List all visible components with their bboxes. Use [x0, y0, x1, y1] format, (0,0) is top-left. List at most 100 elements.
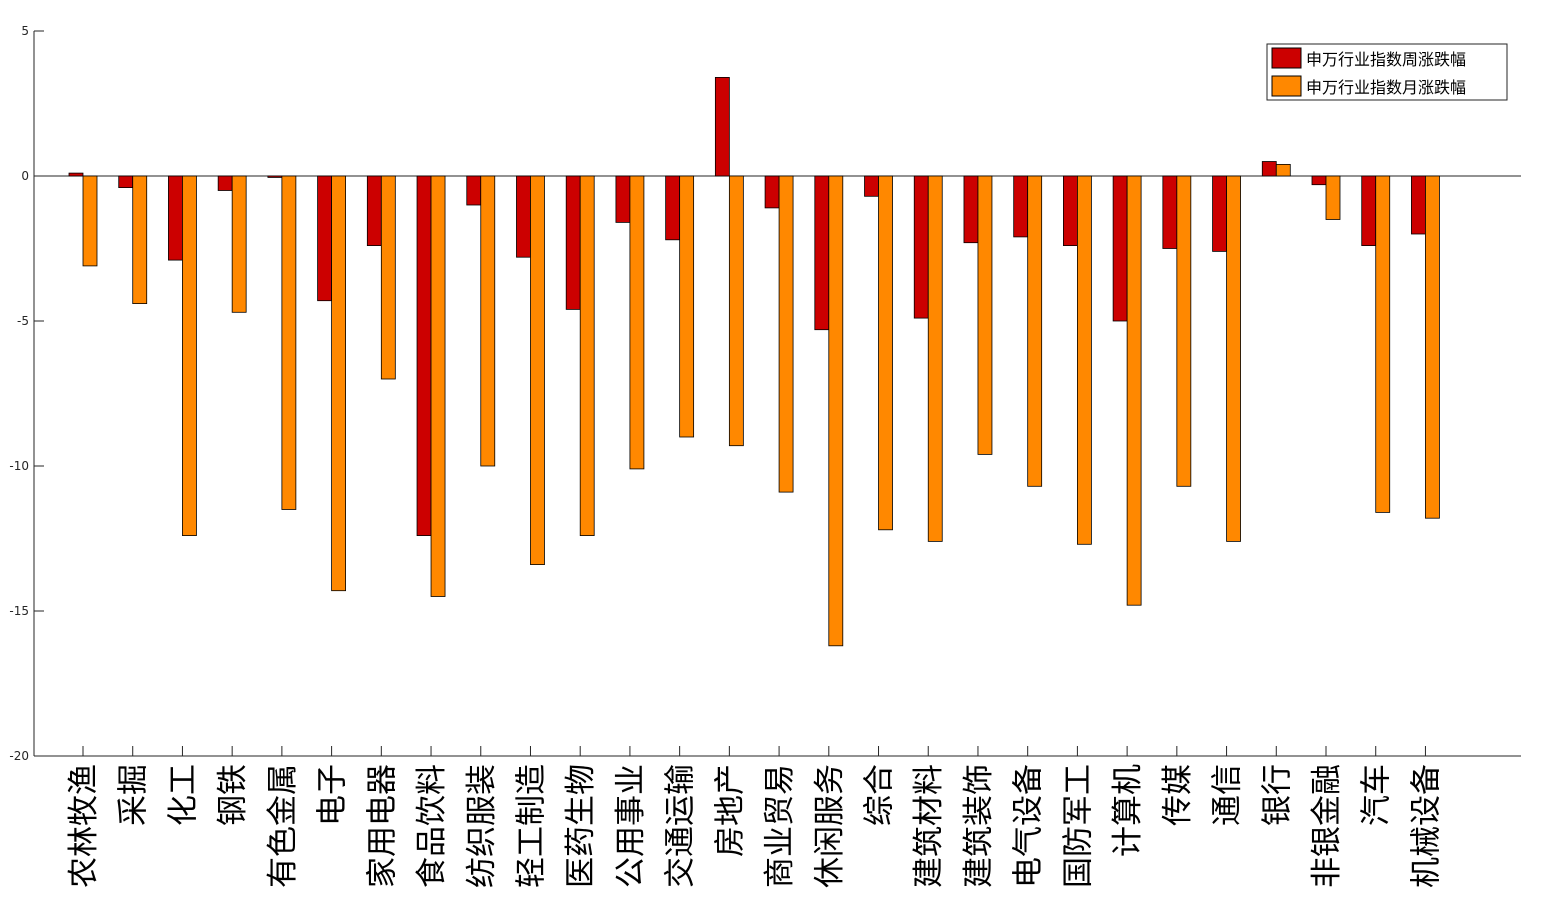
x-category-label: 轻工制造 — [513, 764, 549, 888]
bar-monthly — [132, 175, 148, 304]
bar-weekly — [267, 175, 283, 178]
y-tick-label: -15 — [9, 604, 29, 618]
bar-weekly — [217, 175, 233, 191]
x-category-label: 家用电器 — [364, 764, 400, 888]
bar-monthly — [927, 175, 943, 542]
y-tick-label: -20 — [9, 749, 29, 763]
bar-weekly — [814, 175, 830, 331]
y-tick-label: 0 — [21, 169, 29, 183]
bar-weekly — [665, 175, 681, 241]
x-category-label: 公用事业 — [613, 764, 649, 888]
bar-monthly — [331, 175, 347, 592]
bar-monthly — [679, 175, 695, 438]
bar-monthly — [1375, 175, 1391, 513]
bar-weekly — [317, 175, 333, 302]
legend-swatch-weekly — [1271, 47, 1302, 69]
x-category-label: 有色金属 — [265, 764, 301, 888]
bar-monthly — [1226, 175, 1241, 542]
bar-monthly — [1425, 175, 1440, 519]
bar-weekly — [416, 175, 432, 537]
x-category-label: 银行 — [1259, 764, 1295, 826]
legend-label-weekly: 申万行业指数周涨跌幅 — [1306, 50, 1466, 69]
bar-weekly — [168, 175, 183, 261]
x-category-label: 传媒 — [1160, 764, 1196, 826]
bar-weekly — [516, 175, 531, 258]
bar-weekly — [1361, 175, 1377, 246]
bar-monthly — [1176, 175, 1192, 487]
x-category-label: 建筑材料 — [911, 764, 947, 888]
x-category-label: 汽车 — [1359, 764, 1395, 826]
bar-monthly — [828, 175, 844, 647]
bar-monthly — [231, 175, 247, 313]
bar-weekly — [1162, 175, 1178, 249]
bar-monthly — [182, 175, 197, 537]
bar-weekly — [466, 175, 482, 206]
x-category-label: 采掘 — [116, 764, 152, 826]
x-category-label: 综合 — [862, 764, 898, 826]
bar-weekly — [1013, 175, 1029, 238]
x-category-label: 商业贸易 — [762, 764, 798, 888]
x-category-label: 电子 — [315, 764, 351, 826]
bar-weekly — [1411, 175, 1426, 235]
x-category-label: 建筑装饰 — [961, 764, 997, 888]
bar-weekly — [963, 175, 979, 244]
bar-weekly — [714, 77, 730, 177]
bar-monthly — [728, 175, 744, 447]
bar-monthly — [1325, 175, 1341, 220]
x-category-label: 电气设备 — [1011, 764, 1047, 888]
bar-monthly — [977, 175, 993, 455]
bar-weekly — [615, 175, 631, 223]
bar-monthly — [778, 175, 794, 493]
bar-weekly — [764, 175, 780, 209]
bar-weekly — [1261, 161, 1277, 177]
x-category-label: 休闲服务 — [812, 764, 848, 888]
x-category-label: 食品饮料 — [414, 764, 450, 888]
bar-monthly — [530, 175, 545, 566]
bar-weekly — [1311, 175, 1327, 186]
bar-weekly — [1063, 175, 1078, 246]
bar-monthly — [1275, 163, 1291, 177]
x-category-label: 农林牧渔 — [66, 764, 102, 888]
y-tick-label: -5 — [17, 314, 29, 328]
bar-monthly — [480, 175, 496, 467]
x-category-label: 化工 — [165, 764, 201, 826]
x-category-label: 交通运输 — [663, 764, 699, 888]
y-tick-label: -10 — [9, 459, 29, 473]
bar-monthly — [1126, 175, 1142, 606]
legend: 申万行业指数周涨跌幅 申万行业指数月涨跌幅 — [1266, 43, 1508, 101]
bar-weekly — [366, 175, 382, 246]
x-category-label: 计算机 — [1110, 764, 1146, 857]
bar-weekly — [864, 175, 879, 197]
bar-monthly — [1027, 175, 1043, 487]
x-category-label: 国防军工 — [1060, 764, 1096, 888]
x-category-label: 通信 — [1210, 764, 1246, 826]
bar-weekly — [913, 175, 929, 319]
x-category-label: 钢铁 — [215, 764, 251, 826]
bar-monthly — [281, 175, 297, 510]
bar-weekly — [118, 175, 134, 189]
y-tick-label: 5 — [21, 24, 29, 38]
bar-monthly — [430, 175, 446, 597]
bar-weekly — [1112, 175, 1128, 322]
bar-monthly — [579, 175, 595, 537]
x-category-label: 医药生物 — [563, 764, 599, 888]
bar-monthly — [629, 175, 645, 470]
x-category-label: 机械设备 — [1408, 764, 1444, 888]
bar-monthly — [380, 175, 396, 380]
legend-label-monthly: 申万行业指数月涨跌幅 — [1306, 78, 1466, 97]
legend-box — [1266, 43, 1508, 101]
bar-weekly — [68, 172, 84, 177]
category-label-group: 农林牧渔 采掘 化工 钢铁 有色金属 电子 家用电器 食品饮料 纺织服装 轻工制造 医药生物 公用事业… — [66, 764, 1444, 888]
x-category-label: 纺织服装 — [464, 764, 500, 888]
bar-monthly — [1077, 175, 1092, 545]
bar-group — [68, 77, 1440, 647]
bar-monthly — [82, 175, 98, 267]
x-category-label: 非银金融 — [1309, 764, 1345, 888]
x-category-label: 房地产 — [712, 764, 748, 857]
y-tick-group: 5 0 -5 -10 -15 -20 — [9, 24, 44, 763]
bar-weekly — [1212, 175, 1227, 252]
bar-monthly — [878, 175, 893, 531]
bar-weekly — [565, 175, 581, 310]
